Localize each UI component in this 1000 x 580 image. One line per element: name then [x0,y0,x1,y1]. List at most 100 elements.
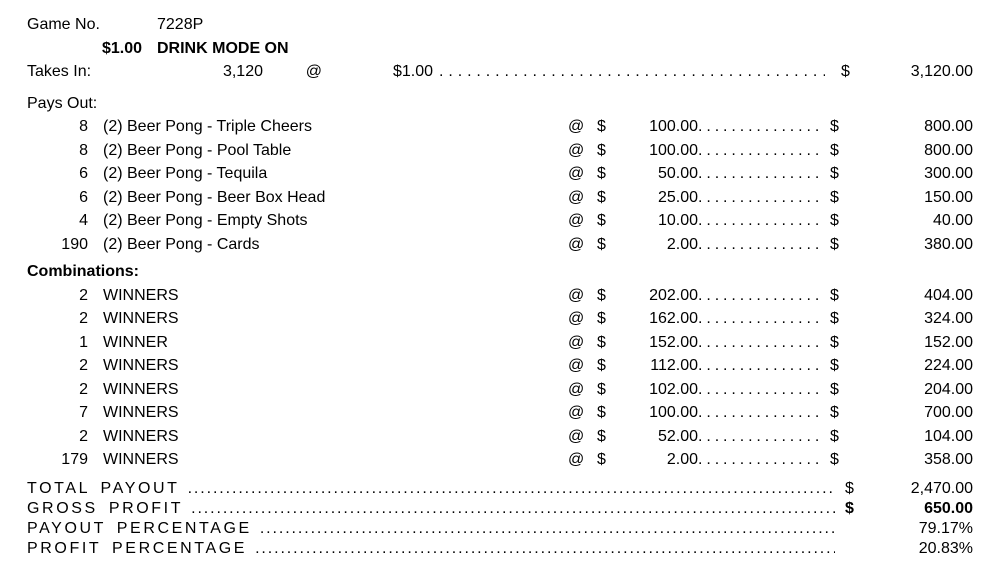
combination-desc: WINNERS [103,427,179,445]
total-payout-label: TOTAL PAYOUT [27,479,180,497]
combination-row: 2 WINNERS @ $ 162.00 ...................… [27,307,973,331]
at-symbol: @ [568,188,585,206]
combinations-heading: Combinations: [27,260,973,284]
payout-row: 8 (2) Beer Pong - Triple Cheers @ $ 100.… [27,115,973,139]
at-symbol: @ [568,286,585,304]
total-payout-value: 2,470.00 [910,479,973,497]
currency-symbol: $ [830,333,839,351]
payout-desc: (2) Beer Pong - Empty Shots [103,212,308,229]
dot-leader: ........................................… [698,333,820,351]
combination-amount: 700.00 [924,404,973,421]
at-symbol: @ [568,333,585,351]
currency-symbol: $ [597,118,606,135]
combination-row: 7 WINNERS @ $ 100.00 ...................… [27,401,973,425]
dot-leader: ........................................… [187,479,835,497]
profit-percentage-value: 20.83% [918,539,973,557]
currency-symbol: $ [597,357,606,374]
payout-rate: 25.00 [657,188,698,206]
payout-rate: 10.00 [657,212,698,229]
payout-amount: 800.00 [924,141,973,159]
payout-row: 6 (2) Beer Pong - Tequila @ $ 50.00 ....… [27,162,973,186]
payout-row: 190 (2) Beer Pong - Cards @ $ 2.00 .....… [27,233,973,257]
combination-desc: WINNERS [103,357,179,374]
at-symbol: @ [568,141,585,159]
dot-leader: ........................................… [698,188,820,206]
payout-amount: 150.00 [924,188,973,206]
currency-symbol: $ [597,333,606,351]
currency-symbol: $ [830,141,839,159]
combination-rate: 2.00 [666,451,698,468]
currency-symbol: $ [830,451,839,468]
combination-rate: 162.00 [649,310,698,327]
currency-symbol: $ [841,63,850,80]
gross-profit-value: 650.00 [924,499,973,517]
payout-rate: 100.00 [649,141,698,159]
combination-desc: WINNERS [103,380,179,398]
at-symbol: @ [568,451,585,468]
currency-symbol: $ [597,165,606,182]
currency-symbol: $ [830,310,839,327]
payout-row: 8 (2) Beer Pong - Pool Table @ $ 100.00 … [27,139,973,163]
combination-rate: 202.00 [649,286,698,304]
combination-qty: 2 [79,286,88,304]
game-mode: DRINK MODE ON [157,39,289,57]
summary-row-total-payout: TOTAL PAYOUT ...........................… [27,479,973,499]
dot-leader: ........................................… [698,427,820,445]
combination-qty: 2 [79,357,88,374]
currency-symbol: $ [597,404,606,421]
payout-desc: (2) Beer Pong - Tequila [103,165,268,182]
payout-desc: (2) Beer Pong - Beer Box Head [103,188,326,206]
dot-leader: ........................................… [698,118,820,135]
combination-row: 2 WINNERS @ $ 52.00 ....................… [27,425,973,449]
pays-out-label: Pays Out: [27,94,98,112]
combinations-label: Combinations: [27,263,139,280]
dot-leader: ........................................… [259,519,835,537]
payout-amount: 40.00 [932,212,973,229]
summary-row-profit-percentage: PROFIT PERCENTAGE ......................… [27,539,973,559]
payout-row: 6 (2) Beer Pong - Beer Box Head @ $ 25.0… [27,186,973,210]
payout-qty: 190 [61,235,88,253]
payout-desc: (2) Beer Pong - Pool Table [103,141,292,159]
dot-leader: ........................................… [698,212,820,229]
combination-desc: WINNERS [103,310,179,327]
combination-desc: WINNERS [103,286,179,304]
payout-qty: 8 [79,118,88,135]
combination-desc: WINNER [103,333,168,351]
dot-leader: ........................................… [698,235,820,253]
dot-leader: ........................................… [698,451,820,468]
at-symbol: @ [568,380,585,398]
dot-leader: ........................................… [698,357,820,374]
currency-symbol: $ [830,188,839,206]
currency-symbol: $ [597,212,606,229]
payout-rate: 2.00 [666,235,698,253]
currency-symbol: $ [830,286,839,304]
currency-symbol: $ [845,479,854,497]
currency-symbol: $ [830,404,839,421]
currency-symbol: $ [830,427,839,445]
dot-leader: ........................................… [698,380,820,398]
currency-symbol: $ [597,310,606,327]
payout-amount: 800.00 [924,118,973,135]
combination-amount: 358.00 [924,451,973,468]
payout-percentage-label: PAYOUT PERCENTAGE [27,519,252,537]
at-symbol: @ [568,235,585,253]
combination-amount: 324.00 [924,310,973,327]
dot-leader: ........................................… [191,499,835,517]
combination-rate: 52.00 [657,427,698,445]
payout-rate: 100.00 [649,118,698,135]
dot-leader: ........................................… [698,310,820,327]
game-number-line: Game No. 7228P [27,13,973,37]
combination-desc: WINNERS [103,451,179,468]
combination-qty: 179 [61,451,88,468]
combination-qty: 2 [79,427,88,445]
takes-in-line: Takes In: 3,120 @ $1.00 ................… [27,60,973,84]
dot-leader: ........................................… [698,286,820,304]
combination-row: 2 WINNERS @ $ 102.00 ...................… [27,378,973,402]
takes-in-rate: $1.00 [393,63,434,80]
summary-row-payout-percentage: PAYOUT PERCENTAGE ......................… [27,519,973,539]
currency-symbol: $ [597,235,606,253]
combination-row: 179 WINNERS @ $ 2.00 ...................… [27,448,973,472]
combination-qty: 1 [79,333,88,351]
combination-row: 2 WINNERS @ $ 202.00 ...................… [27,284,973,308]
currency-symbol: $ [830,357,839,374]
